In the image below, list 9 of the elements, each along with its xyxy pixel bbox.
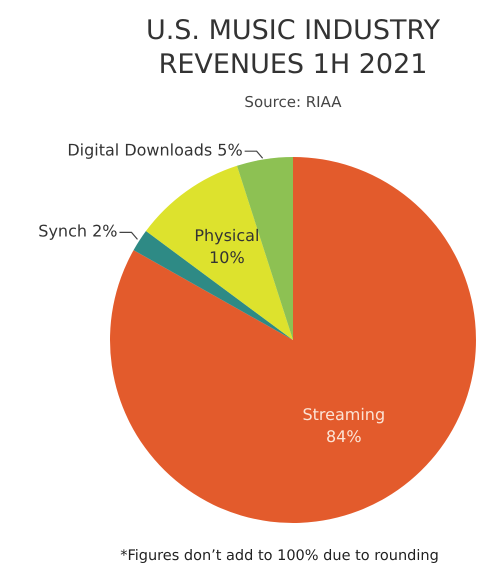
text: *Figures don’t add to 100% due to rounding: [119, 548, 440, 564]
slice-label: Streaming: [302, 405, 386, 424]
slice-label: Physical: [194, 226, 260, 245]
chart-subtitle: Source: RIAA: [243, 93, 343, 111]
data-label: 84%: [326, 427, 362, 446]
slice-label: Digital Downloads 5%: [67, 140, 243, 160]
data-label: 10%: [209, 248, 245, 267]
chart-title: U.S. MUSIC INDUSTRY REVENUES 1H 2021: [144, 14, 442, 82]
slice-label: Synch 2%: [38, 222, 118, 241]
